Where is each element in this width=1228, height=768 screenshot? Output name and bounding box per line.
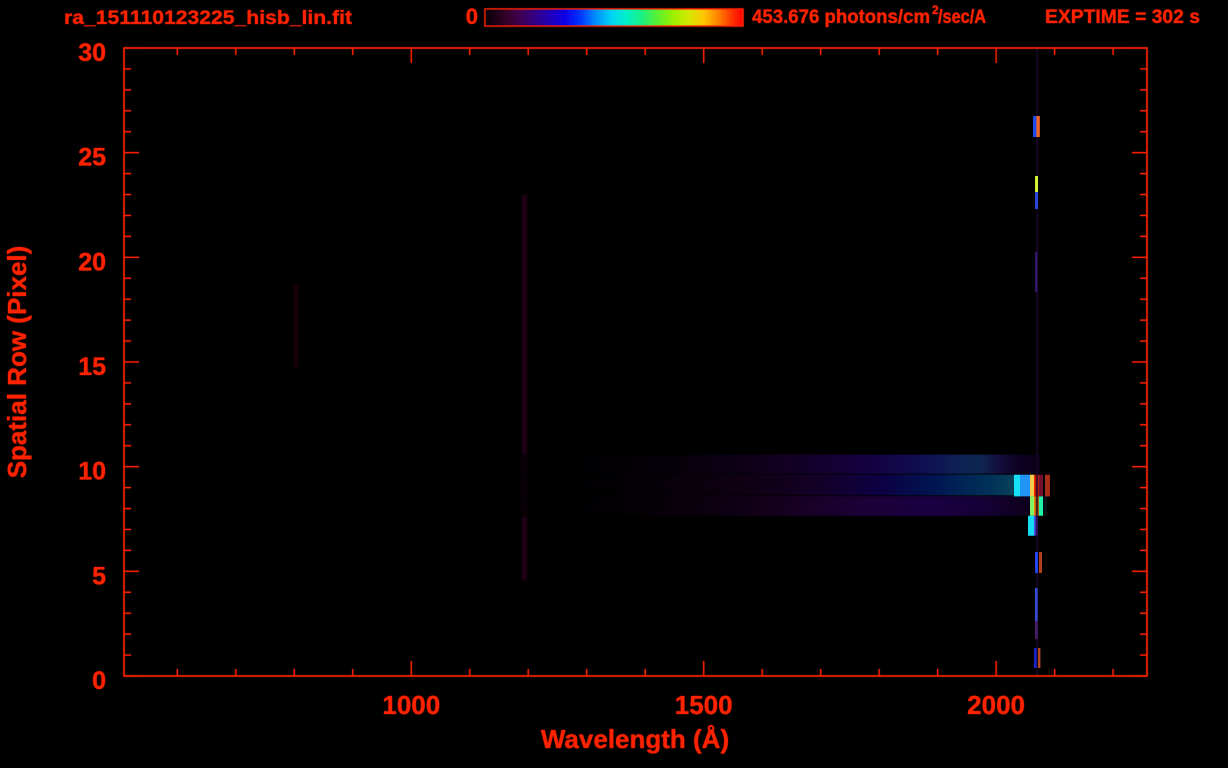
svg-text:30: 30 — [78, 39, 106, 67]
svg-text:ra_151110123225_hisb_lin.fit: ra_151110123225_hisb_lin.fit — [64, 8, 353, 29]
svg-text:5: 5 — [92, 562, 106, 590]
svg-text:EXPTIME = 302 s: EXPTIME = 302 s — [1045, 7, 1200, 28]
svg-text:10: 10 — [78, 458, 106, 486]
svg-text:453.676 photons/cm: 453.676 photons/cm — [752, 7, 930, 28]
svg-text:1500: 1500 — [675, 690, 733, 720]
svg-text:20: 20 — [78, 248, 106, 276]
svg-text:0: 0 — [92, 667, 106, 695]
svg-text:/sec/A: /sec/A — [938, 7, 986, 28]
svg-text:15: 15 — [78, 353, 106, 381]
svg-text:0: 0 — [466, 4, 478, 29]
svg-text:1000: 1000 — [382, 690, 440, 720]
svg-text:25: 25 — [78, 144, 106, 172]
svg-text:2000: 2000 — [967, 690, 1025, 720]
svg-text:Wavelength (Å): Wavelength (Å) — [541, 724, 729, 754]
svg-text:Spatial Row (Pixel): Spatial Row (Pixel) — [2, 246, 32, 479]
